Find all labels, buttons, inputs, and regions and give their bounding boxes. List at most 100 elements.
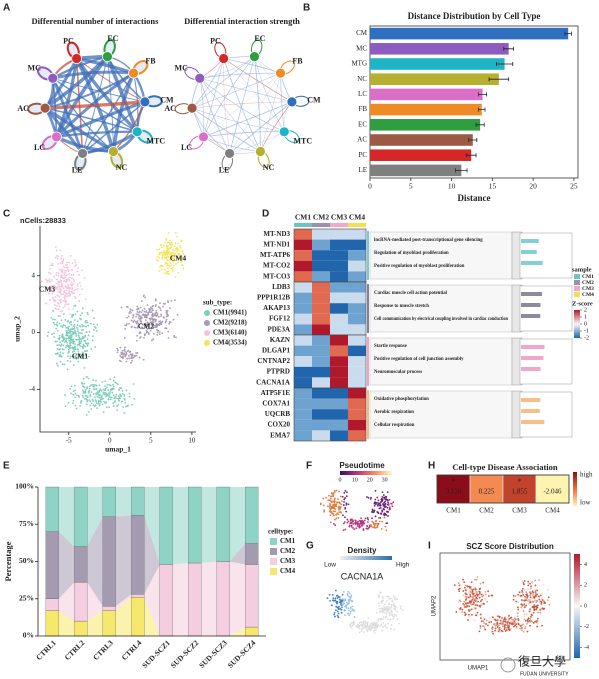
umap-point	[124, 327, 127, 330]
embedding-point	[376, 522, 379, 525]
flow-band	[87, 487, 103, 547]
embedding-point	[464, 592, 467, 595]
umap-point	[74, 392, 77, 395]
umap-point	[58, 344, 60, 346]
umap-point	[136, 334, 138, 337]
umap-point	[65, 334, 68, 337]
legend-swatch	[270, 558, 277, 565]
umap-point	[58, 268, 61, 271]
heatmap-cell	[348, 388, 366, 399]
embedding-point	[362, 627, 365, 630]
embedding-point	[501, 625, 504, 628]
embedding-point	[533, 609, 536, 612]
embedding-point	[396, 610, 398, 613]
network-edge	[223, 58, 261, 152]
embedding-point	[496, 622, 499, 625]
umap-point	[152, 319, 155, 322]
umap-point	[140, 316, 142, 319]
embedding-point	[327, 499, 330, 502]
umap-point	[67, 351, 70, 353]
embedding-point	[469, 586, 472, 589]
umap-point	[140, 320, 143, 323]
umap-point	[59, 360, 62, 363]
bar-segment	[74, 620, 88, 637]
legend-label: CM4	[582, 292, 594, 298]
embedding-point	[374, 489, 377, 492]
embedding-point	[369, 625, 371, 628]
umap-point	[104, 380, 107, 383]
network-edge	[203, 73, 281, 137]
umap-point	[104, 387, 107, 390]
umap-point	[53, 290, 56, 293]
umap-point	[101, 403, 104, 406]
umap-point	[54, 246, 57, 248]
umap-point	[98, 384, 101, 387]
embedding-point	[336, 501, 339, 504]
embedding-point	[463, 611, 466, 614]
embedding-point	[360, 524, 363, 527]
bar-segment	[245, 564, 259, 628]
umap-point	[173, 264, 175, 267]
umap-point	[64, 294, 67, 297]
gene-label: PPP1R12B	[257, 294, 290, 302]
umap-point	[58, 285, 60, 288]
umap-point	[168, 264, 170, 267]
legend-swatch	[204, 330, 210, 336]
umap-point	[105, 401, 108, 404]
heatmap-cell	[294, 398, 312, 410]
heatmap-cell	[330, 356, 348, 367]
umap-point	[161, 264, 164, 267]
embedding-point	[523, 618, 526, 621]
embedding-point	[541, 597, 544, 600]
umap-point	[55, 362, 58, 365]
umap-point	[89, 400, 92, 403]
embedding-point	[374, 629, 377, 631]
embedding-point	[546, 599, 549, 602]
embedding-point	[475, 599, 478, 602]
umap-point	[92, 323, 95, 326]
umap-point	[76, 270, 79, 273]
umap-point	[98, 396, 101, 399]
umap-point	[53, 284, 56, 287]
embedding-point	[521, 587, 524, 590]
umap-point	[57, 281, 60, 284]
embedding-point	[331, 512, 334, 515]
flow-band	[144, 564, 160, 636]
heatmap-cell	[294, 377, 312, 388]
umap-point	[80, 340, 83, 343]
embedding-point	[350, 599, 353, 602]
umap-point	[139, 306, 142, 309]
umap-point	[151, 307, 154, 310]
umap-point	[73, 259, 76, 262]
umap-point	[126, 316, 128, 319]
umap-point	[76, 330, 79, 333]
umap-point	[104, 385, 106, 387]
embedding-point	[394, 606, 397, 608]
embedding-point	[382, 618, 384, 621]
embedding-point	[345, 502, 348, 505]
umap-point	[62, 336, 65, 339]
umap-point	[166, 267, 169, 270]
embedding-point	[469, 593, 472, 596]
embedding-point	[383, 608, 386, 611]
flow-band	[229, 487, 246, 562]
bar-segment	[45, 531, 59, 599]
embedding-point	[340, 503, 343, 506]
embedding-point	[354, 521, 357, 524]
network-node	[51, 131, 62, 143]
umap-point	[82, 343, 85, 346]
bar	[370, 43, 509, 55]
umap-point	[68, 346, 71, 349]
embedding-point	[475, 614, 478, 617]
legend-title: sample	[572, 266, 592, 273]
umap-point	[70, 323, 73, 326]
umap-point	[50, 287, 53, 290]
embedding-point	[383, 516, 386, 519]
x-tick-label: CM4	[545, 507, 560, 515]
embedding-point	[472, 593, 475, 595]
umap-point	[133, 319, 136, 322]
embedding-point	[386, 611, 389, 613]
embedding-point	[366, 623, 369, 626]
umap-point	[66, 359, 69, 362]
umap-point	[77, 356, 79, 359]
